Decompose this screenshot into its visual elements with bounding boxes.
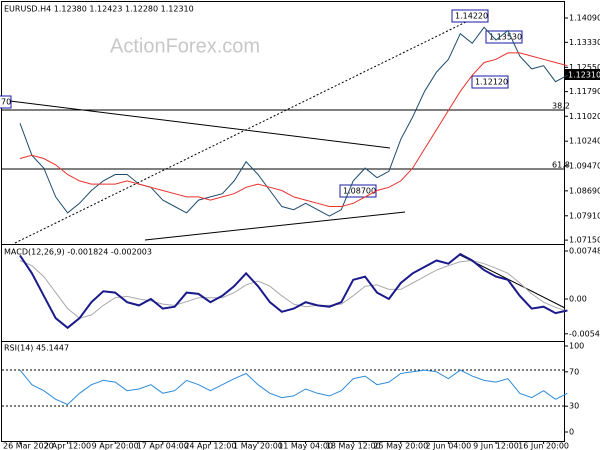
y-tick-label: 0 xyxy=(569,428,574,437)
x-tick-label: 9 Jun 12:00 xyxy=(473,442,519,450)
x-tick-label: 24 Apr 12:00 xyxy=(184,442,236,450)
y-tick-label: 1.11790 xyxy=(569,87,600,96)
y-tick-label: 0.007485 xyxy=(569,247,600,256)
plot-frame xyxy=(1,1,565,442)
x-tick-label: 16 Jun 20:00 xyxy=(518,442,569,450)
price-label: 1.08700 xyxy=(343,187,376,196)
current-price-box xyxy=(565,69,600,80)
y-tick-label: 1.12550 xyxy=(569,63,600,72)
series-line xyxy=(19,259,568,319)
x-tick-label: 17 Apr 04:00 xyxy=(137,442,189,450)
x-tick-label: 26 Mar 2020 xyxy=(3,442,54,450)
y-tick-label: 30 xyxy=(569,402,579,411)
label-box xyxy=(485,30,523,44)
series-line xyxy=(19,26,568,217)
y-tick-label: 1.11020 xyxy=(569,112,600,121)
current-price: 1.12310 xyxy=(568,71,600,80)
label-box xyxy=(0,95,12,109)
y-tick-label: 70 xyxy=(569,367,579,376)
chart-title: EURUSD.H4 1.12380 1.12423 1.12280 1.1231… xyxy=(4,5,194,14)
x-tick-label: 18 May 12:00 xyxy=(326,442,381,450)
y-tick-label: 1.07150 xyxy=(569,236,600,245)
y-tick-label: 1.09470 xyxy=(569,161,600,170)
label-box xyxy=(451,9,489,23)
series-line xyxy=(19,52,568,207)
trend-line xyxy=(14,19,471,244)
chart-title: RSI(14) 45.1447 xyxy=(4,344,69,353)
y-tick-label: 0.00 xyxy=(569,294,587,303)
x-tick-label: 2 Apr 12:00 xyxy=(44,442,91,450)
price-label: 1.12120 xyxy=(475,78,508,87)
x-tick-label: 25 May 20:00 xyxy=(373,442,428,450)
price-label: 1.13530 xyxy=(489,33,522,42)
price-label: 1.14220 xyxy=(455,12,488,21)
y-tick-label: -0.005431 xyxy=(569,329,600,338)
y-tick-label: 1.10240 xyxy=(569,137,600,146)
fib-label: 38.2 xyxy=(552,102,570,111)
label-box xyxy=(471,75,509,89)
x-tick-label: 11 May 04:00 xyxy=(278,442,333,450)
y-tick-label: 1.13330 xyxy=(569,38,600,47)
watermark: ActionForex.com xyxy=(110,35,260,57)
fib-label: 61.8 xyxy=(552,161,570,170)
y-tick-label: 1.07910 xyxy=(569,211,600,220)
chart-title: MACD(12,26,9) -0.001824 -0.002003 xyxy=(4,248,152,257)
y-tick-label: 1.08690 xyxy=(569,186,600,195)
y-tick-label: 100 xyxy=(569,342,584,351)
trend-line xyxy=(9,100,391,149)
x-tick-label: 2 Jun 04:00 xyxy=(426,442,472,450)
x-tick-label: 1 May 20:00 xyxy=(233,442,283,450)
series-line xyxy=(19,369,568,406)
price-label: 70 xyxy=(1,98,11,107)
trend-line xyxy=(144,211,406,241)
series-line xyxy=(19,252,568,330)
x-tick-label: 9 Apr 20:00 xyxy=(92,442,139,450)
y-tick-label: 1.14090 xyxy=(569,14,600,23)
